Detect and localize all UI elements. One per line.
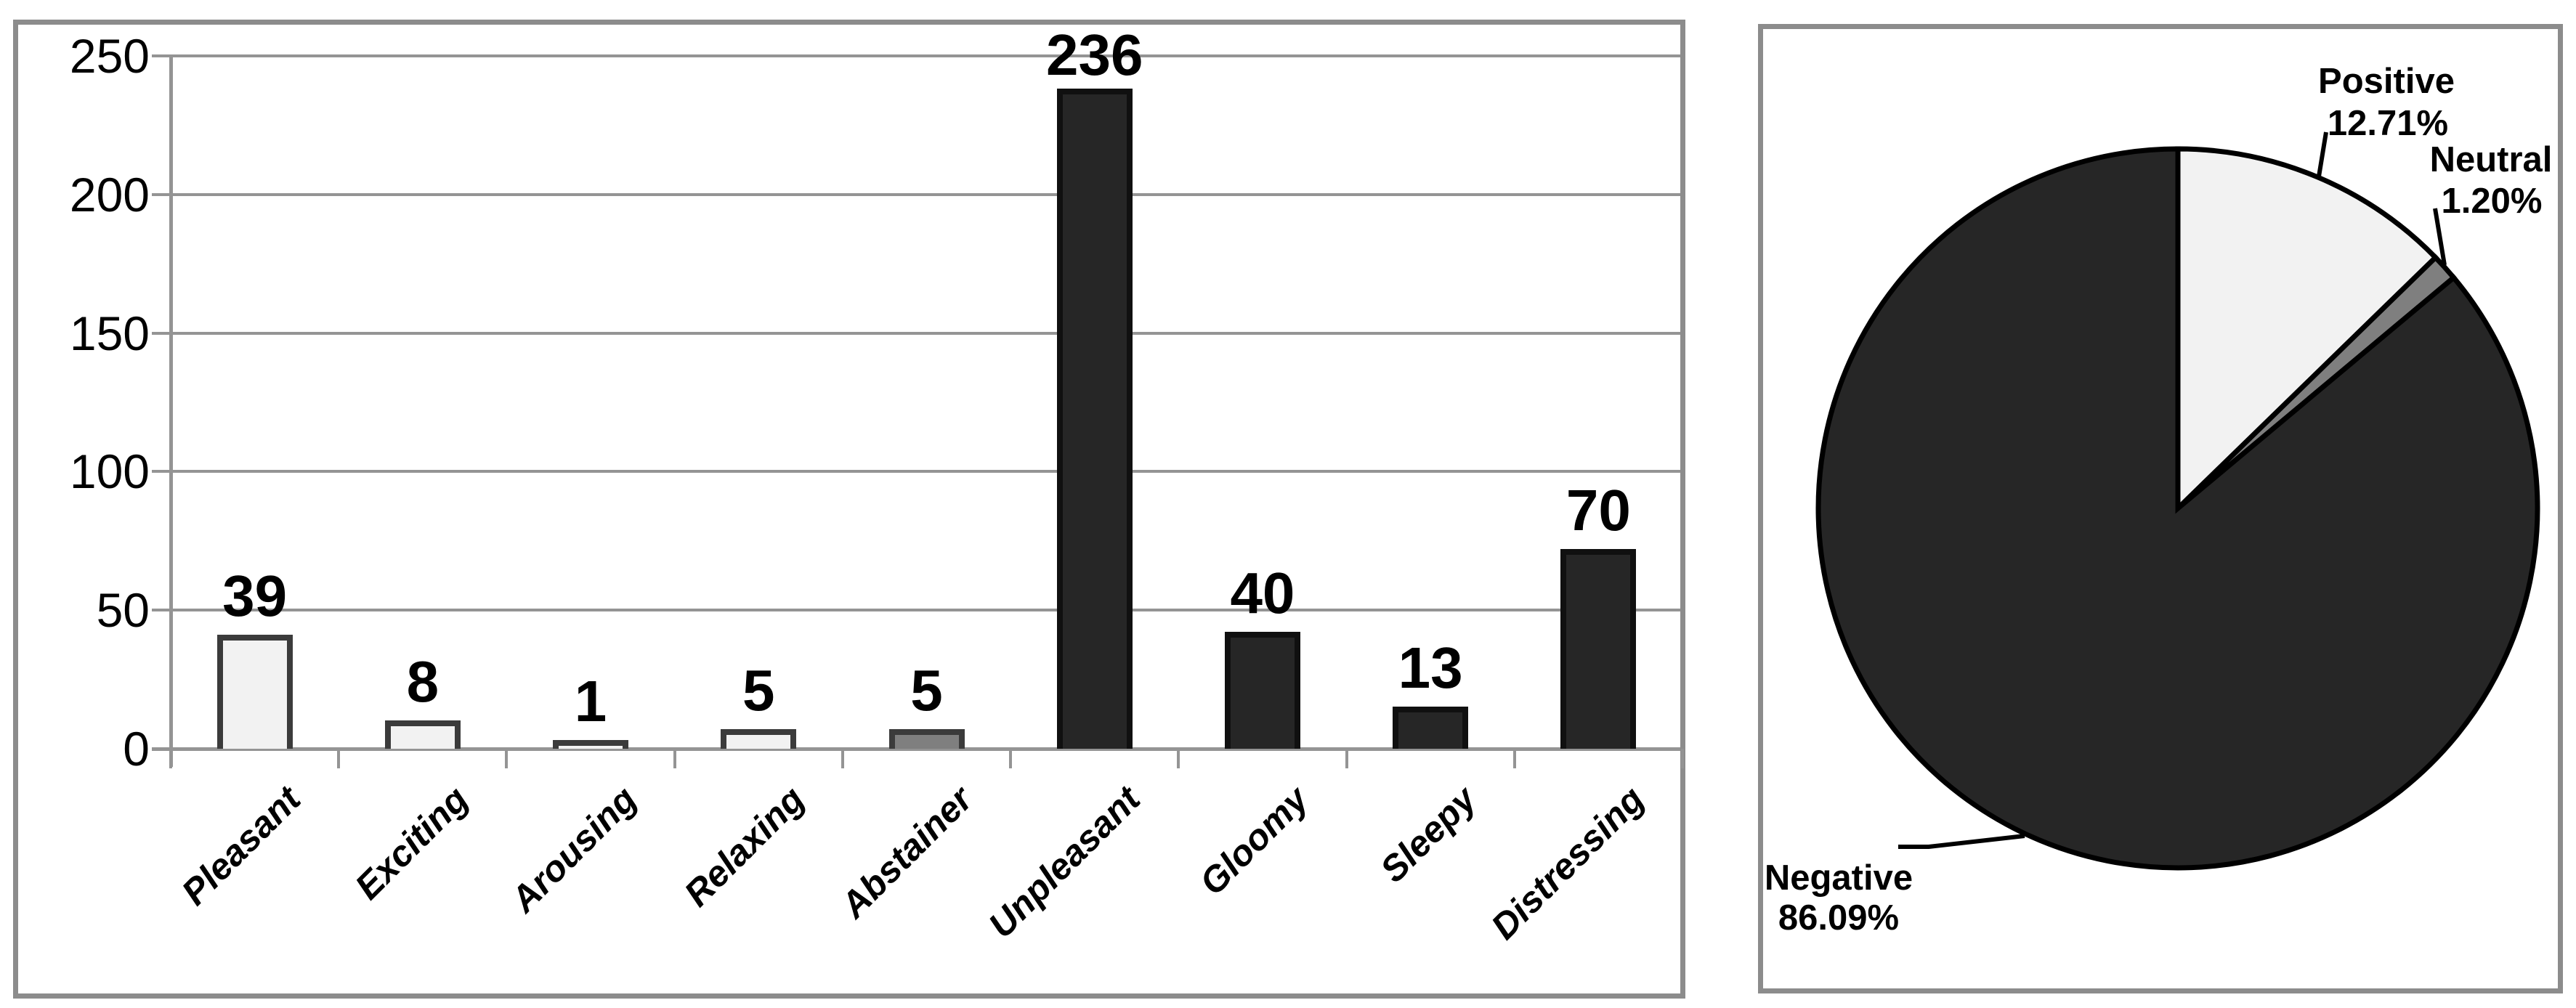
bar-gloomy bbox=[1224, 632, 1300, 749]
pie-slice-negative bbox=[1815, 146, 2540, 871]
pie-label-positive-name: Positive bbox=[2318, 62, 2455, 101]
pie-label-neutral-name: Neutral bbox=[2429, 140, 2553, 179]
value-label-unpleasant: 236 bbox=[1045, 23, 1143, 87]
gridline-200 bbox=[152, 192, 1680, 196]
x-tick-1 bbox=[337, 749, 341, 768]
y-tick-label-100: 100 bbox=[69, 444, 150, 499]
x-tick-8 bbox=[1512, 749, 1516, 768]
leader-line-positive bbox=[2317, 131, 2328, 177]
pie-label-positive-pct: 12.71% bbox=[2327, 104, 2449, 143]
value-label-abstainer: 5 bbox=[910, 657, 943, 723]
x-tick-2 bbox=[505, 749, 509, 768]
y-axis-line bbox=[169, 56, 173, 767]
x-tick-5 bbox=[1009, 749, 1013, 768]
bar-unpleasant bbox=[1056, 89, 1133, 749]
bar-sleepy bbox=[1393, 707, 1469, 749]
value-label-sleepy: 13 bbox=[1398, 635, 1463, 701]
value-label-gloomy: 40 bbox=[1230, 561, 1295, 626]
pie-slice-positive bbox=[2175, 146, 2439, 515]
bar-exciting bbox=[384, 720, 461, 749]
bar-pleasant bbox=[216, 635, 293, 749]
x-tick-7 bbox=[1345, 749, 1348, 768]
value-label-pleasant: 39 bbox=[222, 564, 288, 629]
value-label-exciting: 8 bbox=[406, 649, 440, 715]
x-tick-4 bbox=[841, 749, 844, 768]
pie-label-negative-pct: 86.09% bbox=[1778, 898, 1900, 938]
x-axis-line bbox=[152, 747, 1680, 751]
y-tick-label-150: 150 bbox=[69, 306, 150, 360]
y-tick-label-200: 200 bbox=[69, 167, 150, 221]
y-tick-label-250: 250 bbox=[69, 29, 150, 83]
gridline-100 bbox=[152, 470, 1680, 473]
leader-line-negative bbox=[1898, 834, 2025, 849]
y-tick-label-50: 50 bbox=[96, 583, 150, 638]
x-tick-3 bbox=[673, 749, 676, 768]
y-tick-label-0: 0 bbox=[123, 722, 150, 776]
bar-arousing bbox=[553, 740, 629, 749]
x-tick-0 bbox=[169, 749, 172, 768]
bar-chart-panel bbox=[13, 20, 1685, 999]
bar-abstainer bbox=[888, 728, 965, 749]
gridline-50 bbox=[152, 609, 1680, 612]
pie-label-negative-name: Negative bbox=[1764, 858, 1913, 898]
value-label-arousing: 1 bbox=[574, 669, 607, 734]
x-tick-9 bbox=[1681, 749, 1684, 768]
value-label-distressing: 70 bbox=[1566, 477, 1631, 542]
x-tick-6 bbox=[1177, 749, 1180, 768]
bar-relaxing bbox=[721, 728, 797, 749]
pie-label-neutral-pct: 1.20% bbox=[2441, 182, 2543, 221]
gridline-150 bbox=[152, 331, 1680, 335]
bar-distressing bbox=[1560, 548, 1637, 749]
gridline-250 bbox=[152, 54, 1680, 57]
leader-line-neutral bbox=[2433, 208, 2447, 266]
value-label-relaxing: 5 bbox=[742, 657, 775, 723]
